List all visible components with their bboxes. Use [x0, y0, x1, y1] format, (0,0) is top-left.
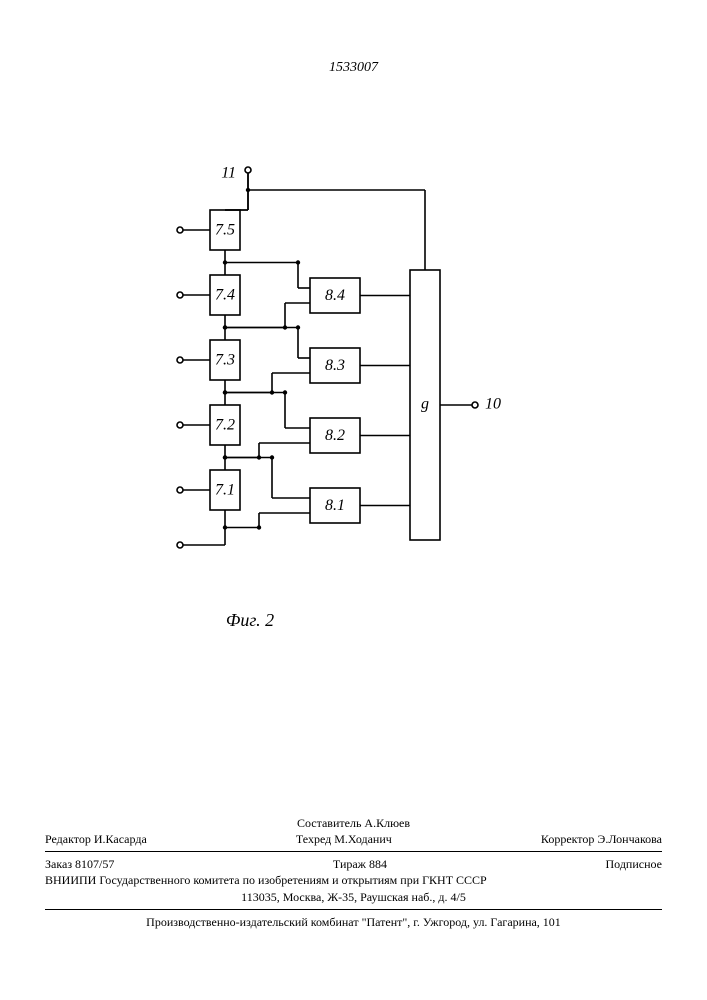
- footer-editor: Редактор И.Касарда: [45, 831, 147, 847]
- footer-circulation: Тираж 884: [333, 856, 387, 872]
- footer-printer: Производственно-издательский комбинат "П…: [45, 914, 662, 930]
- svg-text:7.4: 7.4: [215, 287, 235, 304]
- svg-text:10: 10: [485, 396, 501, 413]
- svg-text:7.1: 7.1: [215, 482, 235, 499]
- svg-text:7.5: 7.5: [215, 222, 235, 239]
- page-number: 1533007: [0, 60, 707, 76]
- footer-compiler: Составитель А.Клюев: [45, 815, 662, 831]
- svg-text:8.4: 8.4: [325, 287, 345, 304]
- footer-rule-1: [45, 851, 662, 852]
- svg-text:11: 11: [221, 165, 236, 182]
- block-diagram: 11 7.5 7.4 7.3 7.2 7.1 g 10 8.4 8.3 8.2 8.1: [155, 160, 525, 600]
- footer-block: Составитель А.Клюев Редактор И.Касарда Т…: [45, 815, 662, 930]
- svg-text:7.2: 7.2: [215, 417, 235, 434]
- svg-text:7.3: 7.3: [215, 352, 235, 369]
- footer-address: 113035, Москва, Ж-35, Раушская наб., д. …: [45, 889, 662, 905]
- svg-text:8.2: 8.2: [325, 427, 345, 444]
- figure-caption: Фиг. 2: [0, 610, 500, 631]
- svg-text:8.3: 8.3: [325, 357, 345, 374]
- footer-subscription: Подписное: [606, 856, 663, 872]
- footer-corrector: Корректор Э.Лончакова: [541, 831, 662, 847]
- footer-order: Заказ 8107/57: [45, 856, 114, 872]
- footer-vniipi: ВНИИПИ Государственного комитета по изоб…: [45, 872, 662, 888]
- svg-text:g: g: [421, 396, 429, 413]
- footer-rule-2: [45, 909, 662, 910]
- svg-text:8.1: 8.1: [325, 497, 345, 514]
- footer-techred: Техред М.Ходанич: [296, 831, 392, 847]
